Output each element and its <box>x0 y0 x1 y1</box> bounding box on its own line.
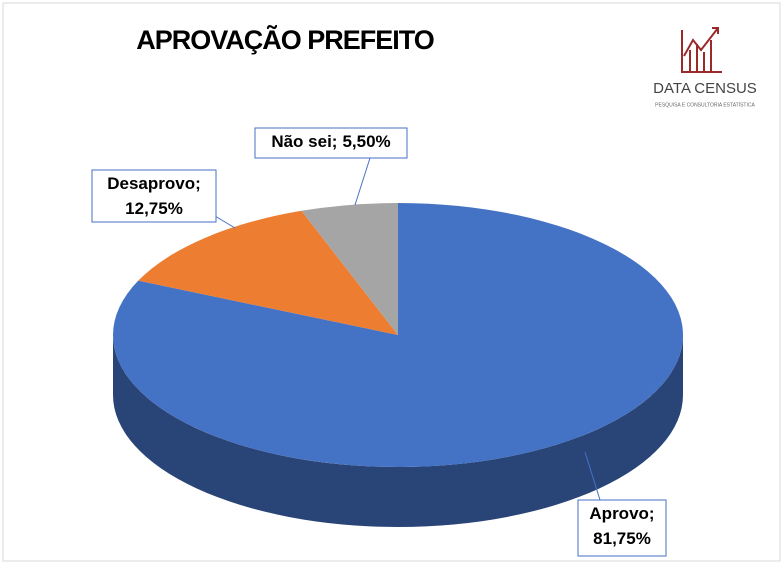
label-value: 81,75% <box>593 529 651 548</box>
logo-icon <box>681 27 722 73</box>
label-box <box>91 169 217 223</box>
label-box <box>577 499 667 557</box>
data-label: Aprovo; 81,75% <box>589 504 654 548</box>
slice <box>138 210 398 335</box>
label-category: Não sei; <box>271 132 337 151</box>
label-category: Desaprovo; <box>107 174 201 193</box>
logo-name: DATA CENSUS <box>653 80 757 97</box>
slice <box>301 203 398 335</box>
label-value: 12,75% <box>125 199 183 218</box>
label-box <box>254 127 408 159</box>
leader-line <box>584 451 601 501</box>
slice-side <box>113 335 683 527</box>
label-category: Aprovo; <box>589 504 654 523</box>
leader-line <box>354 157 371 206</box>
label-value: 5,50% <box>342 132 390 151</box>
chart-title: APROVAÇÃO PREFEITO <box>136 24 434 55</box>
slice <box>112 203 683 467</box>
data-label: Não sei; 5,50% <box>271 132 390 151</box>
data-label: Desaprovo; 12,75% <box>107 174 201 218</box>
logo-tagline: PESQUISA E CONSULTORIA ESTATÍSTICA <box>655 101 755 108</box>
